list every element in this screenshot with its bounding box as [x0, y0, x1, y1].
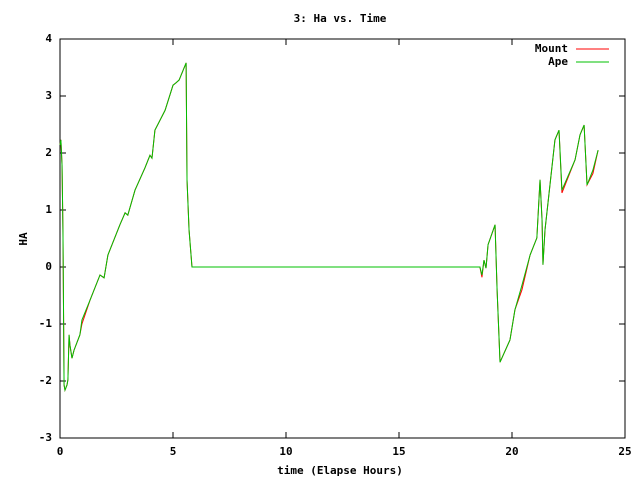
x-tick-label: 0	[57, 445, 64, 458]
y-tick-label: 1	[45, 203, 52, 216]
x-tick-label: 5	[170, 445, 177, 458]
y-tick-label: 0	[45, 260, 52, 273]
y-tick-label: 4	[45, 32, 52, 45]
y-axis-label: HA	[17, 232, 30, 246]
data-line	[59, 62, 599, 392]
legend-label: Ape	[548, 55, 568, 68]
x-axis-label: time (Elapse Hours)	[277, 464, 403, 477]
y-tick-label: -1	[39, 317, 53, 330]
legend-label: Mount	[535, 42, 568, 55]
y-tick-label: 2	[45, 146, 52, 159]
x-tick-label: 15	[392, 445, 405, 458]
plot-frame	[59, 38, 626, 439]
chart-title: 3: Ha vs. Time	[294, 12, 387, 25]
y-tick-label: 3	[45, 89, 52, 102]
x-tick-label: 20	[505, 445, 518, 458]
x-tick-label: 25	[618, 445, 631, 458]
x-tick-label: 10	[279, 445, 292, 458]
y-tick-label: -2	[39, 374, 52, 387]
y-tick-label: -3	[39, 431, 52, 444]
